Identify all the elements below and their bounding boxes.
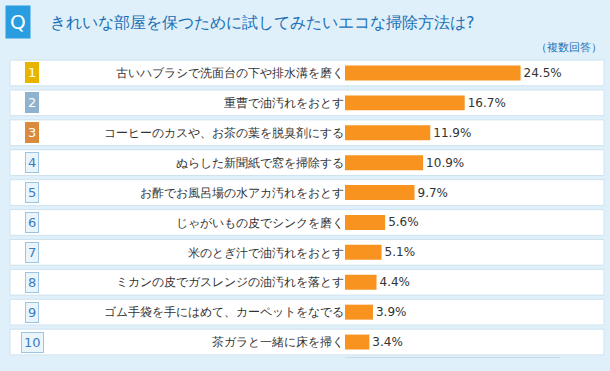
svg-text:コーヒーのカスや、お茶の葉を脱臭剤にする: コーヒーのカスや、お茶の葉を脱臭剤にする	[104, 126, 344, 140]
svg-text:7: 7	[28, 245, 36, 260]
svg-text:お酢でお風呂場の水アカ汚れをおとす: お酢でお風呂場の水アカ汚れをおとす	[140, 186, 344, 200]
svg-text:（複数回答）: （複数回答）	[536, 41, 602, 54]
svg-text:10.9%: 10.9%	[426, 156, 464, 170]
svg-text:Q: Q	[10, 10, 26, 34]
svg-text:3.4%: 3.4%	[372, 335, 403, 349]
svg-text:じゃがいもの皮でシンクを磨く: じゃがいもの皮でシンクを磨く	[176, 216, 344, 230]
svg-text:重曹で油汚れをおとす: 重曹で油汚れをおとす	[224, 96, 344, 110]
svg-text:ミカンの皮でガスレンジの油汚れを落とす: ミカンの皮でガスレンジの油汚れを落とす	[116, 275, 344, 289]
svg-text:5.6%: 5.6%	[388, 215, 419, 229]
svg-text:3: 3	[28, 125, 36, 140]
svg-text:2: 2	[28, 95, 36, 110]
svg-text:9.7%: 9.7%	[418, 186, 449, 200]
svg-text:6: 6	[28, 215, 36, 230]
svg-text:11.9%: 11.9%	[433, 126, 471, 140]
svg-text:ぬらした新聞紙で窓を掃除する: ぬらした新聞紙で窓を掃除する	[176, 156, 344, 170]
svg-text:9: 9	[28, 305, 36, 320]
svg-text:1: 1	[28, 65, 36, 80]
svg-text:8: 8	[28, 275, 36, 290]
svg-text:16.7%: 16.7%	[468, 96, 506, 110]
svg-text:5: 5	[28, 185, 36, 200]
svg-text:古いハブラシで洗面台の下や排水溝を磨く: 古いハブラシで洗面台の下や排水溝を磨く	[116, 66, 344, 80]
svg-text:茶ガラと一緒に床を掃く: 茶ガラと一緒に床を掃く	[212, 335, 344, 349]
svg-text:4.4%: 4.4%	[380, 275, 411, 289]
svg-text:10: 10	[24, 335, 41, 350]
svg-text:きれいな部屋を保つために試してみたいエコな掃除方法は?: きれいな部屋を保つために試してみたいエコな掃除方法は?	[50, 13, 475, 32]
svg-text:24.5%: 24.5%	[524, 66, 562, 80]
svg-text:5.1%: 5.1%	[385, 245, 416, 259]
svg-text:3.9%: 3.9%	[376, 305, 407, 319]
svg-text:ゴム手袋を手にはめて、カーペットをなでる: ゴム手袋を手にはめて、カーペットをなでる	[104, 305, 344, 319]
svg-text:米のとぎ汁で油汚れをおとす: 米のとぎ汁で油汚れをおとす	[188, 246, 344, 260]
svg-text:4: 4	[28, 155, 36, 170]
